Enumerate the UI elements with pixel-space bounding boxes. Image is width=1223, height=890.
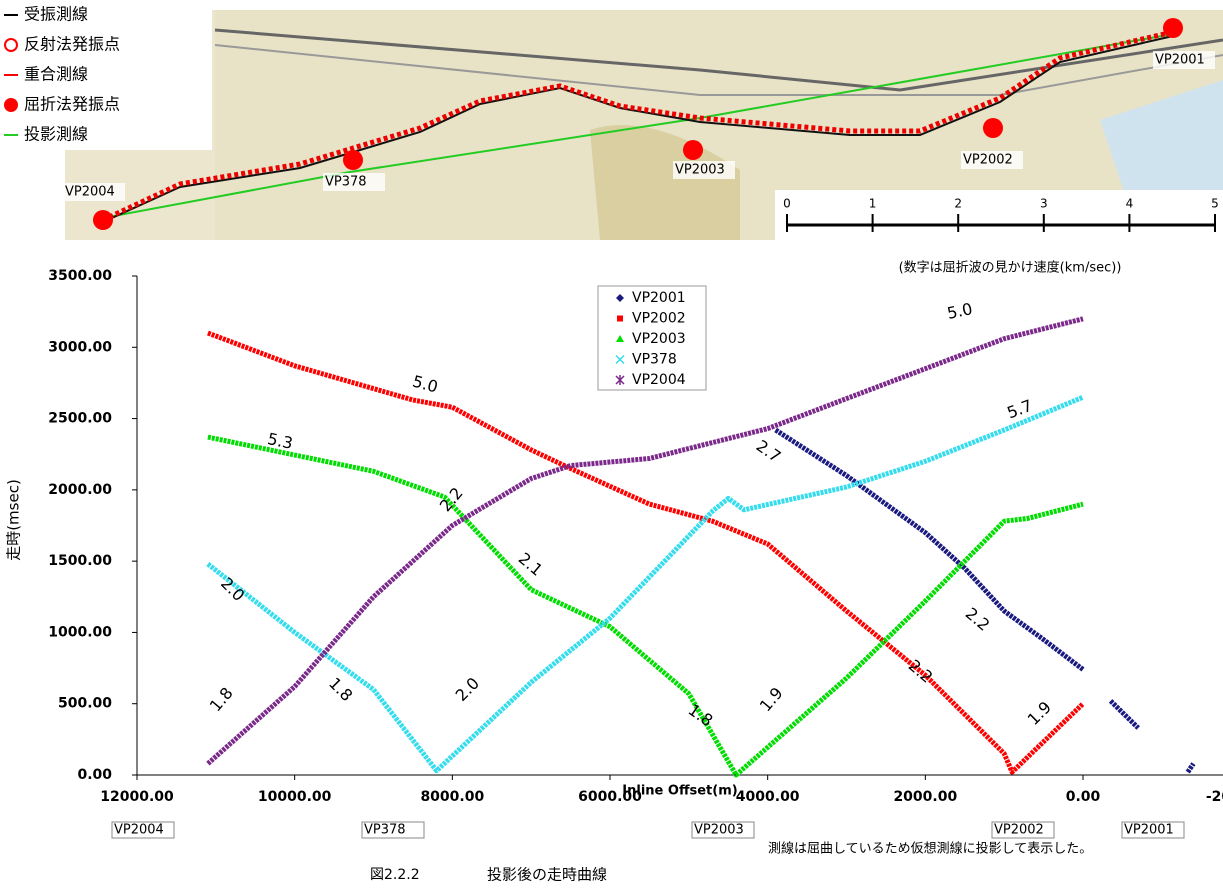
scale-label: 1	[869, 197, 877, 211]
velocity-annotation: 2.2	[962, 604, 994, 635]
x-tick-label: 0.00	[1066, 789, 1101, 805]
map-legend-label: 投影測線	[24, 125, 88, 144]
refraction-shot	[683, 140, 703, 160]
refraction-shot	[1163, 18, 1183, 38]
shotpoint-box	[991, 821, 1055, 839]
velocity-annotation: 2.2	[436, 484, 467, 516]
scale-label: 4	[1126, 197, 1134, 211]
velocity-annotation: 5.3	[266, 429, 295, 453]
legend-symbol	[617, 315, 623, 322]
map-label-box	[673, 161, 735, 179]
velocity-annotation: 1.8	[206, 684, 237, 716]
velocity-annotation: 1.8	[325, 674, 356, 705]
x-tick-label: 10000.00	[258, 789, 332, 805]
legend-label: VP2003	[632, 331, 686, 347]
series-line	[206, 316, 1084, 766]
scale-label: 3	[1040, 197, 1048, 211]
y-tick-label: 0.00	[77, 767, 112, 783]
map-label: VP2003	[675, 163, 725, 178]
legend-symbol	[4, 38, 18, 52]
map-legend-background	[0, 0, 212, 150]
map-label: VP2002	[963, 153, 1013, 168]
map-label: VP2001	[1155, 53, 1205, 68]
chart-subtitle: (数字は屈折波の見かけ速度(km/sec))	[899, 260, 1122, 276]
legend-box	[597, 285, 707, 391]
map-legend-label: 反射法発振点	[24, 35, 120, 54]
y-tick-label: 500.00	[58, 696, 112, 712]
legend-symbol	[615, 354, 625, 365]
shotpoint-label: VP2001	[1124, 823, 1174, 838]
shotpoint-label: VP2003	[694, 823, 744, 838]
legend-symbol	[616, 294, 624, 302]
legend-symbol	[615, 375, 625, 385]
velocity-annotation: 5.0	[411, 372, 441, 397]
refraction-shot	[983, 118, 1003, 138]
projection-line	[102, 33, 1174, 219]
velocity-annotation: 2.0	[452, 674, 483, 705]
map-railway	[214, 28, 1223, 92]
map-terrain	[590, 125, 740, 240]
legend-label: VP2001	[632, 290, 686, 306]
velocity-annotation: 5.0	[945, 299, 974, 323]
legend-label: VP378	[632, 352, 677, 368]
map-legend-label: 重合測線	[24, 65, 88, 84]
note: 測線は屈曲しているため仮想測線に投影して表示した。	[768, 841, 1092, 857]
reflection-shots	[101, 29, 1174, 223]
y-tick-label: 2500.00	[48, 411, 112, 427]
map-legend-label: 屈折法発振点	[24, 95, 120, 114]
x-tick-label: 6000.00	[578, 789, 642, 805]
legend-symbol	[616, 335, 624, 342]
shotpoint-box	[1121, 821, 1185, 839]
shotpoint-label: VP378	[364, 823, 406, 838]
y-tick-label: 3000.00	[48, 339, 112, 355]
legend-label: VP2002	[632, 311, 686, 327]
shotpoint-box	[691, 821, 755, 839]
shotpoint-label: VP2004	[114, 823, 164, 838]
x-tick-label: 2000.00	[893, 789, 957, 805]
caption-number: 図2.2.2	[370, 867, 420, 883]
series-line	[207, 434, 1084, 778]
y-tick-label: 1000.00	[48, 624, 112, 640]
refraction-shot	[93, 210, 113, 230]
y-tick-label: 3500.00	[48, 268, 112, 284]
legend-label: VP2004	[632, 372, 686, 388]
refraction-shot	[343, 150, 363, 170]
series-line	[774, 427, 1196, 774]
map-label-box	[63, 183, 125, 201]
x-tick-label: 8000.00	[420, 789, 484, 805]
scale-label: 2	[954, 197, 962, 211]
velocity-annotation: 2.7	[753, 436, 785, 466]
velocity-annotation: 2.0	[217, 574, 248, 605]
map	[0, 0, 1223, 240]
map-legend-label: 受振測線	[24, 5, 88, 24]
series-line	[207, 330, 1085, 775]
shotpoint-label: VP2002	[994, 823, 1044, 838]
velocity-annotation: 1.8	[685, 700, 717, 730]
scale-bar-background	[775, 190, 1223, 240]
map-label: VP378	[325, 175, 367, 190]
y-tick-label: 2000.00	[48, 482, 112, 498]
map-road	[214, 44, 1223, 96]
velocity-annotation: 1.9	[1024, 698, 1055, 729]
series-line	[206, 394, 1084, 774]
x-tick-label: 12000.00	[100, 789, 174, 805]
map-label-box	[323, 173, 385, 191]
map-label: VP2004	[65, 185, 115, 200]
scale-label: 0	[783, 197, 791, 211]
velocity-annotation: 1.9	[756, 684, 787, 716]
x-tick-label: 4000.00	[736, 789, 800, 805]
legend-symbol	[4, 98, 18, 112]
y-axis-title: 走時(msec)	[5, 479, 23, 561]
shotpoint-box	[361, 821, 425, 839]
caption: 投影後の走時曲線	[487, 866, 607, 884]
map-label-box	[961, 151, 1023, 169]
y-tick-label: 1500.00	[48, 553, 112, 569]
x-axis-title: Inline Offset(m)	[622, 784, 737, 799]
shotpoint-box	[111, 821, 175, 839]
x-tick-label: -2000.00	[1206, 789, 1223, 805]
scale-label: 5	[1211, 197, 1219, 211]
map-label-box	[1153, 51, 1215, 69]
